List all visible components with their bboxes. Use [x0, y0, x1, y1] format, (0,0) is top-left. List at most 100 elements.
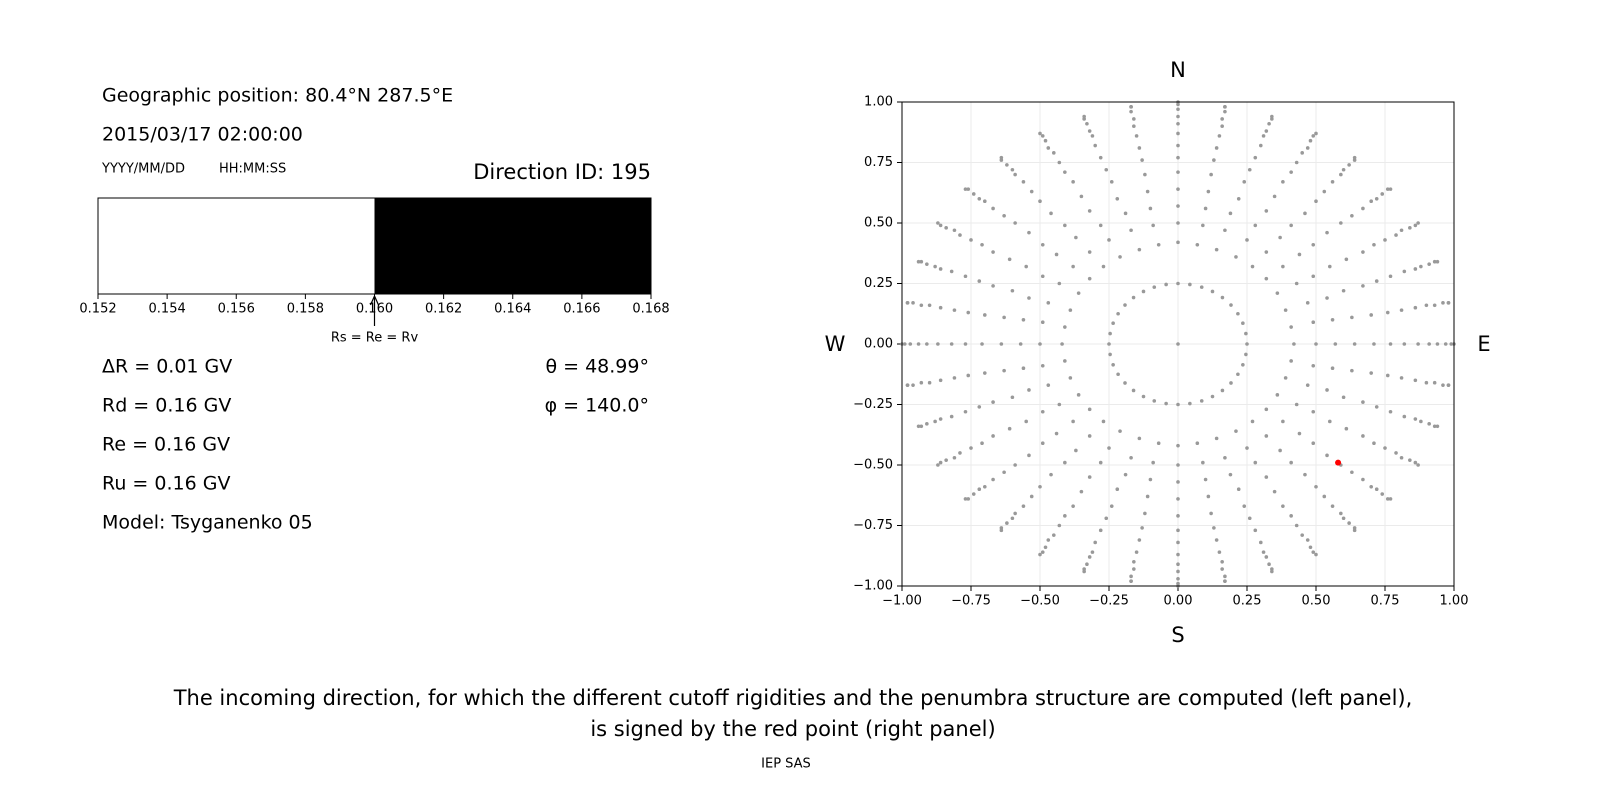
direction-point [1385, 497, 1390, 501]
direction-point [1199, 285, 1204, 289]
direction-point [933, 419, 937, 424]
rd: Rd = 0.16 GV [102, 395, 231, 417]
direction-label: W [825, 332, 846, 356]
direction-point [1137, 538, 1142, 542]
direction-point [1098, 528, 1103, 533]
direction-point [1264, 129, 1269, 133]
direction-point [1176, 131, 1180, 136]
x-tick-label: −1.00 [882, 594, 922, 609]
direction-point [1330, 366, 1335, 371]
direction-point [1341, 288, 1346, 293]
direction-point [1435, 342, 1440, 346]
direction-point [1341, 516, 1346, 521]
direction-point [1427, 422, 1431, 426]
direction-point [1176, 114, 1180, 119]
direction-point [1314, 342, 1318, 346]
direction-point [1074, 448, 1078, 453]
direction-label: N [1170, 58, 1186, 82]
direction-point [1063, 460, 1067, 465]
direction-point [1250, 419, 1255, 424]
direction-point [1176, 170, 1180, 174]
direction-point [919, 259, 924, 264]
direction-point [1383, 446, 1387, 450]
direction-point [1087, 129, 1092, 133]
direction-point [1388, 497, 1393, 501]
direction-point [1264, 250, 1269, 254]
direction-point [1049, 472, 1053, 477]
direction-point [938, 378, 943, 383]
direction-point [991, 477, 995, 482]
direction-point [1314, 484, 1318, 489]
direction-point [1046, 146, 1051, 150]
direction-point [1241, 321, 1245, 325]
direction-point [1322, 189, 1327, 194]
direction-point [1372, 342, 1376, 346]
direction-point [1007, 426, 1012, 431]
direction-point [1005, 163, 1009, 167]
x-tick-label: 0.162 [425, 302, 462, 317]
direction-point [1388, 409, 1393, 414]
direction-point [1435, 424, 1440, 429]
direction-point [1278, 448, 1282, 453]
direction-point [1264, 555, 1269, 559]
direction-point [1176, 562, 1180, 567]
direction-point [936, 342, 940, 346]
direction-point [1385, 187, 1390, 191]
direction-point [1188, 282, 1192, 287]
direction-point [1143, 172, 1147, 177]
direction-point [1289, 460, 1293, 465]
x-tick-label: 0.166 [563, 302, 600, 317]
direction-point [1380, 192, 1385, 196]
direction-point [1234, 429, 1238, 433]
direction-point [1137, 247, 1142, 252]
direction-point [1234, 255, 1238, 259]
direction-point [1206, 189, 1211, 194]
direction-point [1151, 223, 1155, 228]
direction-point [963, 342, 968, 346]
direction-point [1188, 401, 1192, 406]
direction-point [1278, 235, 1282, 240]
arrow-head [369, 294, 380, 306]
direction-point [983, 313, 987, 317]
direction-point [1443, 342, 1448, 346]
direction-point [1416, 342, 1420, 346]
direction-point [1209, 511, 1213, 516]
caption-line: The incoming direction, for which the di… [173, 686, 1413, 710]
direction-point [1129, 228, 1133, 233]
direction-point [1145, 494, 1150, 499]
y-tick-label: 0.00 [864, 337, 893, 352]
direction-point [1018, 342, 1023, 346]
direction-point [958, 451, 962, 455]
direction-point [1057, 402, 1062, 407]
direction-point [1210, 289, 1215, 294]
direction-point [1350, 470, 1354, 475]
direction-point [1325, 388, 1329, 392]
direction-point [1214, 146, 1219, 150]
direction-point [1005, 521, 1009, 525]
direction-point [1333, 342, 1338, 346]
direction-point [1040, 409, 1045, 414]
direction-point [1063, 170, 1067, 174]
direction-point [1242, 504, 1247, 508]
direction-point [1289, 359, 1293, 363]
direction-point [949, 414, 954, 419]
y-tick-label: 0.50 [864, 216, 893, 231]
direction-point [1328, 264, 1332, 269]
direction-point [938, 223, 943, 228]
direction-point [1441, 301, 1445, 305]
direction-point [1267, 562, 1271, 567]
direction-point [1176, 576, 1180, 581]
direction-point [1242, 180, 1247, 184]
direction-point [1270, 569, 1274, 574]
direction-point [1361, 477, 1365, 482]
direction-point [1116, 372, 1120, 377]
direction-point [1108, 331, 1112, 336]
direction-point [1339, 172, 1343, 177]
direction-point [958, 233, 962, 237]
direction-point [1129, 574, 1133, 579]
direction-point [1294, 160, 1299, 165]
direction-point [1029, 189, 1034, 194]
direction-point [1085, 121, 1089, 126]
direction-point [1176, 480, 1180, 484]
direction-label: S [1171, 623, 1184, 647]
